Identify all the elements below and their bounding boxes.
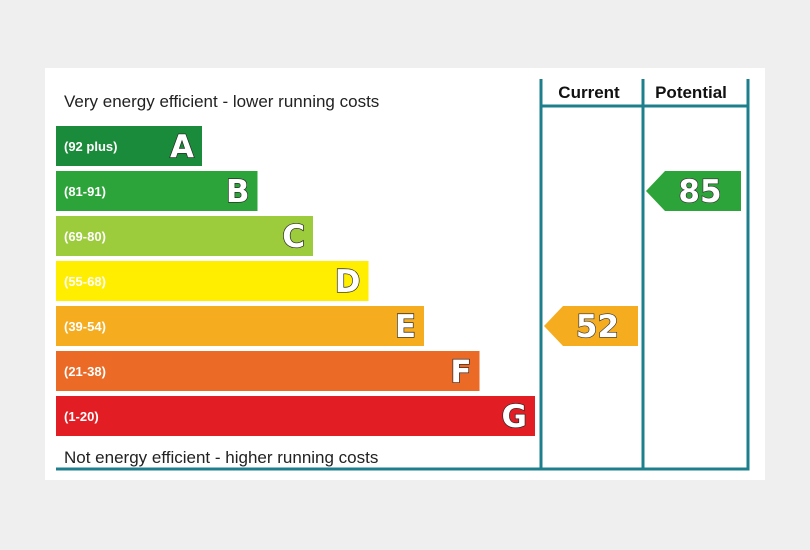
band-c: (69-80) C [56,216,313,256]
potential-rating-arrow: 85 [646,171,741,211]
band-range-label: (1-20) [64,409,99,424]
band-letter: D [335,264,361,300]
band-bar [56,396,535,436]
band-g: (1-20) G [56,396,535,436]
column-header-current: Current [558,83,620,102]
band-bar [56,261,369,301]
current-rating-arrow: 52 [544,306,638,346]
band-range-label: (81-91) [64,184,106,199]
rating-value: 52 [576,309,619,345]
band-range-label: (55-68) [64,274,106,289]
rating-value: 85 [678,174,721,210]
band-bar [56,306,424,346]
band-e: (39-54) E [56,306,424,346]
band-letter: C [282,219,305,255]
rating-bands: (92 plus) A (81-91) B (69-80) C (55-68) D (39-54… [56,126,535,436]
band-bar [56,216,313,256]
band-letter: A [170,129,194,165]
rating-arrows: 52 85 [544,171,741,346]
band-letter: G [502,399,527,435]
top-caption: Very energy efficient - lower running co… [64,92,379,111]
band-f: (21-38) F [56,351,480,391]
rating-arrow-shape [646,171,741,211]
band-bar [56,351,480,391]
band-range-label: (21-38) [64,364,106,379]
band-bar [56,126,202,166]
band-range-label: (92 plus) [64,139,117,154]
table-frame [56,79,750,471]
band-d: (55-68) D [56,261,369,301]
band-letter: B [226,174,250,210]
band-letter: E [395,309,416,345]
band-range-label: (39-54) [64,319,106,334]
rating-arrow-shape [544,306,638,346]
energy-rating-card: Very energy efficient - lower running co… [45,68,765,480]
column-header-potential: Potential [655,83,727,102]
bottom-caption: Not energy efficient - higher running co… [64,448,378,467]
band-a: (92 plus) A [56,126,202,166]
band-letter: F [450,354,471,390]
band-bar [56,171,258,211]
band-b: (81-91) B [56,171,258,211]
epc-chart: Very energy efficient - lower running co… [56,79,750,471]
band-range-label: (69-80) [64,229,106,244]
